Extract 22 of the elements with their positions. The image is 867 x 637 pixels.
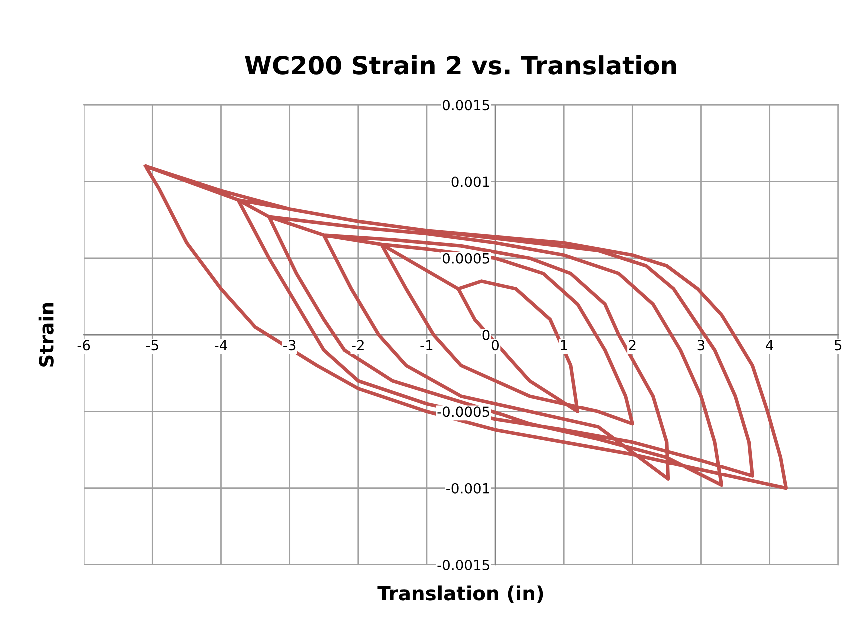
x-tick-label: 5 <box>835 340 842 351</box>
x-tick-label: 2 <box>629 340 636 350</box>
y-tick-label: 0.0005 <box>442 253 490 264</box>
x-tick-label: 0 <box>492 340 500 351</box>
x-tick-label: -6 <box>78 340 90 351</box>
x-tick-label: -4 <box>215 340 228 350</box>
x-axis-title: Translation (in) <box>378 586 544 604</box>
x-tick-label: -3 <box>284 340 296 351</box>
x-tick-label: -2 <box>352 340 364 350</box>
chart-title: WC200 Strain 2 vs. Translation <box>245 56 676 75</box>
x-tick-label: -1 <box>420 340 433 350</box>
y-tick-label: -0.0015 <box>438 560 490 570</box>
x-tick-label: 1 <box>561 340 568 350</box>
x-tick-label: -5 <box>146 340 158 351</box>
y-tick-label: 0.0015 <box>442 100 490 111</box>
x-tick-label: 3 <box>698 340 705 351</box>
y-tick-label: -0.0005 <box>438 406 490 418</box>
y-tick-label: 0.001 <box>452 176 490 188</box>
y-tick-label: -0.001 <box>446 483 490 494</box>
x-tick-label: 4 <box>766 340 774 350</box>
y-axis-title: Strain <box>38 303 54 367</box>
y-tick-label: 0 <box>482 330 490 341</box>
